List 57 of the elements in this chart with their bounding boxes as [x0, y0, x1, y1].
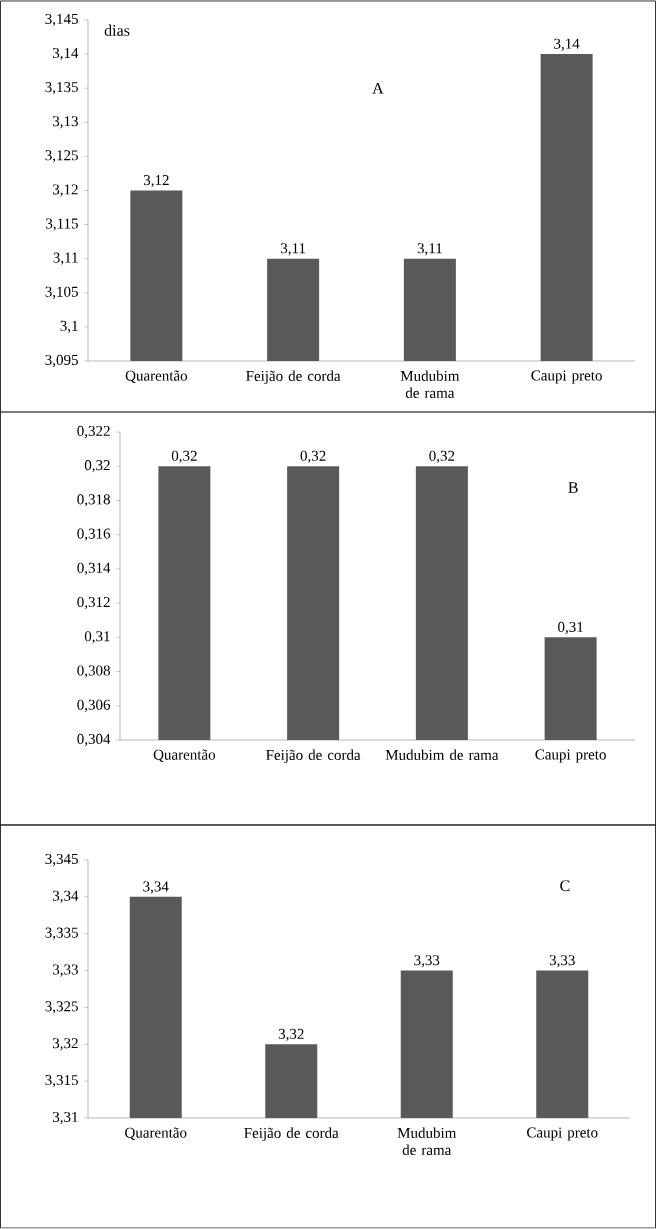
- y-tick-label: 0,316: [77, 528, 111, 541]
- x-tick-label: Quarentão: [153, 749, 216, 762]
- x-tick-label: Feijão de corda: [266, 749, 361, 764]
- y-tick-label: 0,308: [77, 665, 110, 678]
- y-tick-label: 3,145: [45, 13, 78, 27]
- data-label: 3,33: [414, 955, 440, 968]
- data-label: 3,32: [278, 1028, 304, 1042]
- x-tick-label: Mudubim de rama: [385, 749, 499, 761]
- y-tick-label: 3,125: [45, 150, 78, 163]
- annotation: A: [372, 82, 384, 94]
- data-label: 0,32: [300, 450, 326, 464]
- y-tick-label: 0,31: [84, 631, 110, 644]
- x-tick-label: Quarentão: [125, 370, 188, 383]
- y-tick-label: 3,105: [45, 286, 78, 299]
- x-tick-label: Caupi preto: [527, 1127, 598, 1141]
- data-label: 3,33: [549, 955, 575, 968]
- x-tick-label: Quarentão: [125, 1127, 187, 1140]
- x-tick-label: Feijão de corda: [246, 370, 341, 385]
- x-tick-label: Mudubim de rama: [397, 1127, 457, 1156]
- y-tick-label: 3,345: [45, 853, 78, 867]
- data-label: 3,12: [143, 175, 169, 188]
- y-tick-label: 3,31: [53, 1111, 78, 1125]
- y-tick-label: 3,11: [53, 252, 78, 265]
- y-tick-label: 0,32: [84, 460, 110, 473]
- x-tick-label: Mudubim de rama: [400, 370, 460, 399]
- y-tick-label: 3,13: [53, 116, 78, 129]
- y-tick-label: 3,12: [53, 184, 78, 197]
- y-tick-label: 3,335: [45, 927, 78, 940]
- y-tick-label: 3,315: [45, 1075, 78, 1088]
- y-tick-label: 3,14: [53, 47, 79, 61]
- y-tick-label: 3,33: [53, 964, 78, 977]
- y-tick-label: 3,34: [53, 890, 79, 903]
- y-tick-label: 3,115: [46, 218, 78, 231]
- data-label: 3,11: [281, 243, 306, 256]
- data-label: 3,34: [143, 881, 169, 894]
- annotation: dias: [104, 24, 130, 36]
- y-tick-label: 3,325: [45, 1001, 78, 1014]
- x-tick-label: Feijão de corda: [244, 1127, 339, 1142]
- y-tick-label: 0,312: [77, 596, 110, 610]
- y-tick-label: 3,1: [60, 320, 78, 334]
- y-tick-label: 0,306: [77, 699, 111, 712]
- x-tick-label: Caupi preto: [531, 370, 602, 384]
- data-label: 0,32: [429, 450, 455, 464]
- y-tick-label: 3,32: [53, 1038, 78, 1051]
- annotation: C: [560, 880, 570, 892]
- y-tick-label: 3,095: [45, 354, 78, 368]
- data-label: 0,32: [171, 450, 197, 464]
- y-tick-label: 0,318: [77, 494, 110, 507]
- y-tick-label: 0,304: [77, 733, 111, 747]
- data-label: 0,31: [558, 621, 583, 635]
- y-tick-label: 3,135: [45, 82, 78, 95]
- annotation: B: [568, 482, 578, 493]
- data-label: 3,11: [417, 243, 442, 256]
- x-tick-label: Caupi preto: [535, 749, 606, 763]
- data-label: 3,14: [554, 38, 580, 51]
- y-tick-label: 0,314: [77, 562, 111, 576]
- y-tick-label: 0,322: [77, 425, 110, 439]
